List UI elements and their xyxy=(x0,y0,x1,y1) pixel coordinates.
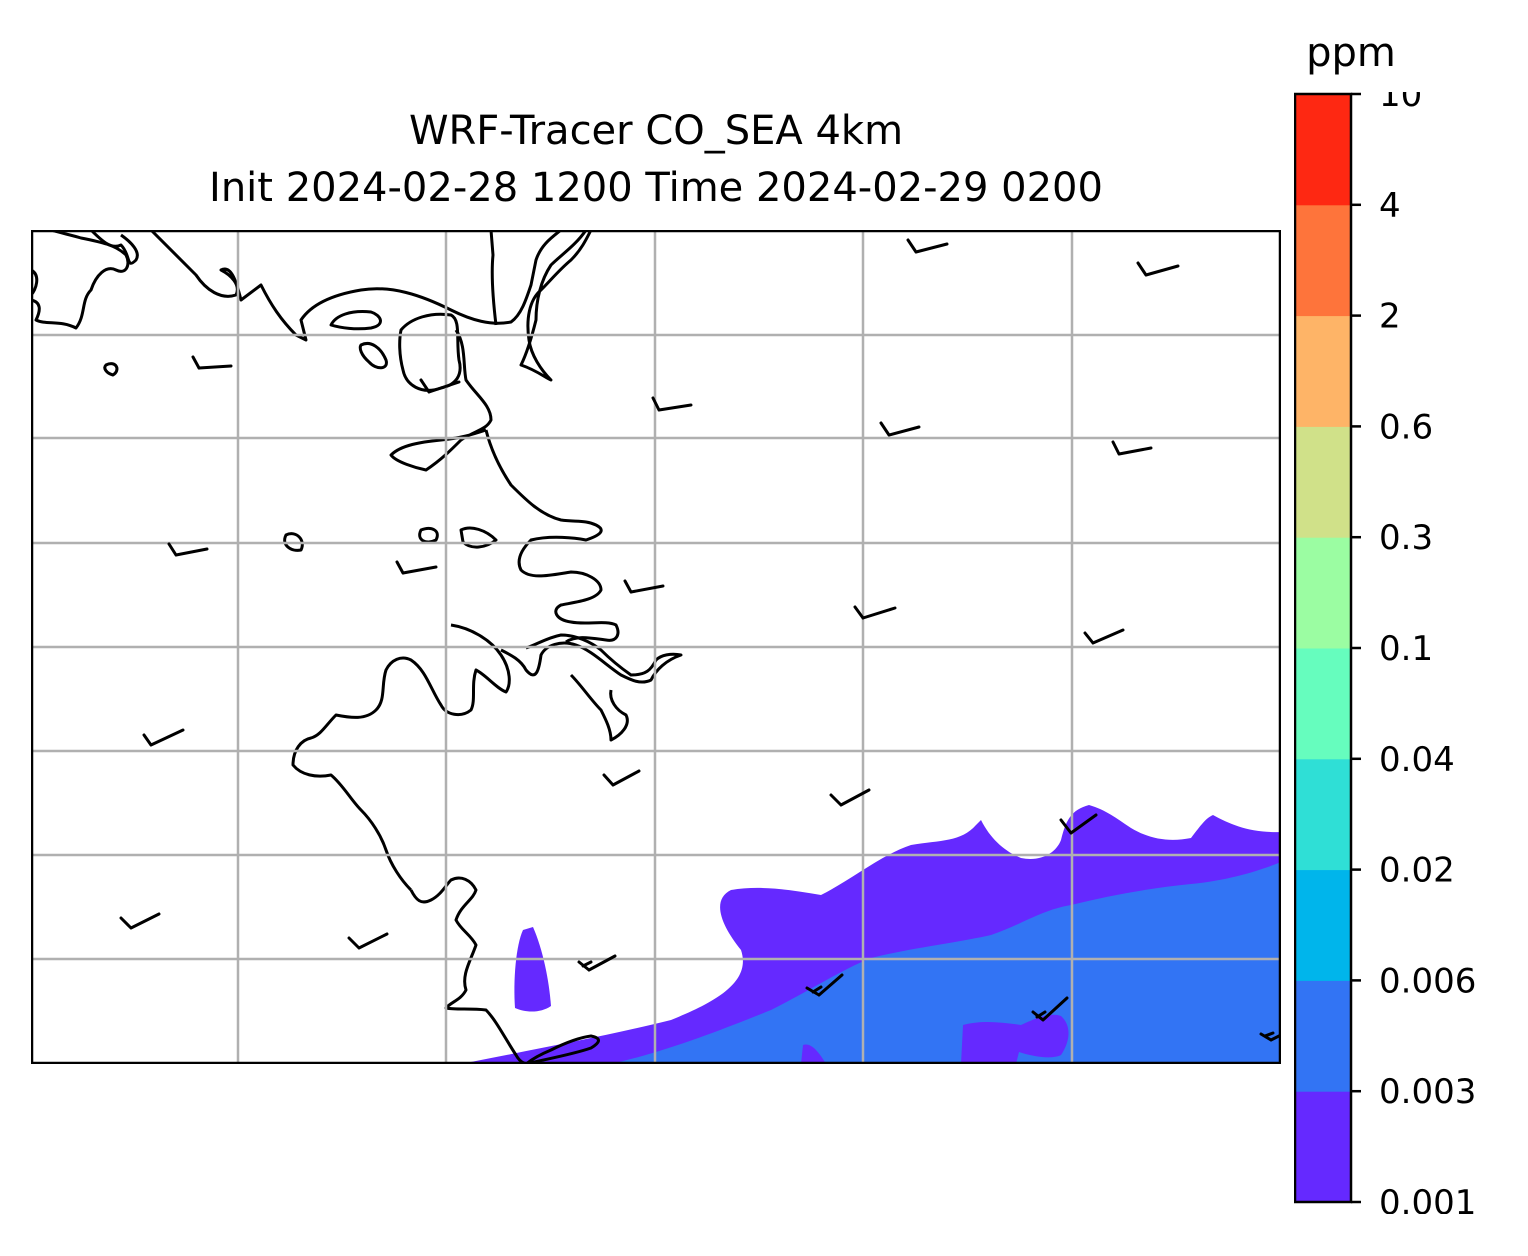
colorbar-band-4 xyxy=(1295,94,1351,206)
wind-barb xyxy=(142,728,185,747)
colorbar-band-0.6 xyxy=(1295,315,1351,427)
wind-barb xyxy=(805,973,844,997)
wind-barb xyxy=(191,355,233,370)
map-title: WRF-Tracer CO_SEA 4km xyxy=(408,108,904,154)
plume-blob xyxy=(514,927,551,1012)
colorbar-unit-label: ppm xyxy=(1306,30,1396,76)
colorbar-tick-label: 0.3 xyxy=(1379,518,1433,558)
wind-barb xyxy=(119,912,161,930)
wind-barbs xyxy=(119,238,1281,1042)
wind-barb xyxy=(602,769,641,787)
wind-barb xyxy=(906,238,949,254)
wind-barb xyxy=(347,932,389,950)
plume-pocket xyxy=(961,1014,1069,1064)
colorbar-tick-label: 0.003 xyxy=(1379,1072,1476,1112)
wind-barb xyxy=(829,788,871,807)
colorbar-tick-label: 2 xyxy=(1379,297,1401,337)
colorbar-tick-label: 0.006 xyxy=(1379,961,1476,1001)
map-frame xyxy=(31,230,1281,1064)
colorbar-band-0.1 xyxy=(1295,537,1351,649)
wind-barb xyxy=(1111,440,1153,456)
wind-barb xyxy=(651,396,693,412)
wind-barb xyxy=(853,605,897,620)
wind-barb xyxy=(395,560,438,575)
colorbar-band-0.001 xyxy=(1295,1091,1351,1203)
colorbar-band-0.02 xyxy=(1295,758,1351,871)
plume-level-0.003 xyxy=(611,862,1281,1064)
colorbar-tick-label: 0.001 xyxy=(1379,1183,1476,1214)
wind-barb xyxy=(1059,813,1098,835)
colorbar-band-0.006 xyxy=(1295,869,1351,981)
wind-barb xyxy=(1083,628,1125,645)
map-panel xyxy=(31,230,1281,1064)
colorbar-band-2 xyxy=(1295,204,1351,317)
wind-barb xyxy=(623,579,665,594)
wind-barb xyxy=(879,421,921,437)
colorbar-tick-label: 10 xyxy=(1379,92,1422,115)
colorbar-ticks: 0.001 0.003 0.006 0.02 0.04 0.1 0.3 0.6 2 4 10 xyxy=(1351,92,1476,1214)
colorbar-tick-label: 0.6 xyxy=(1379,407,1433,447)
wind-barb xyxy=(1031,996,1069,1022)
colorbar-band-0.003 xyxy=(1295,980,1351,1092)
wind-barb xyxy=(167,542,209,557)
colorbar-bands xyxy=(1295,94,1351,1203)
wind-barb xyxy=(1136,261,1180,277)
colorbar: 0.001 0.003 0.006 0.02 0.04 0.1 0.3 0.6 2 4 10 xyxy=(1294,92,1476,1214)
wind-barb xyxy=(577,954,617,972)
colorbar-tick-label: 0.1 xyxy=(1379,629,1433,669)
plume-pocket xyxy=(801,1044,826,1064)
map-gridlines xyxy=(31,230,1281,1064)
colorbar-tick-label: 0.02 xyxy=(1379,851,1455,891)
map-subtitle-init-valid-time: Init 2024-02-28 1200 Time 2024-02-29 020… xyxy=(209,165,1103,211)
colorbar-tick-label: 4 xyxy=(1379,186,1401,226)
colorbar-tick-label: 0.04 xyxy=(1379,740,1455,780)
colorbar-band-0.04 xyxy=(1295,648,1351,760)
colorbar-band-0.3 xyxy=(1295,426,1351,538)
wind-barb xyxy=(419,378,461,394)
